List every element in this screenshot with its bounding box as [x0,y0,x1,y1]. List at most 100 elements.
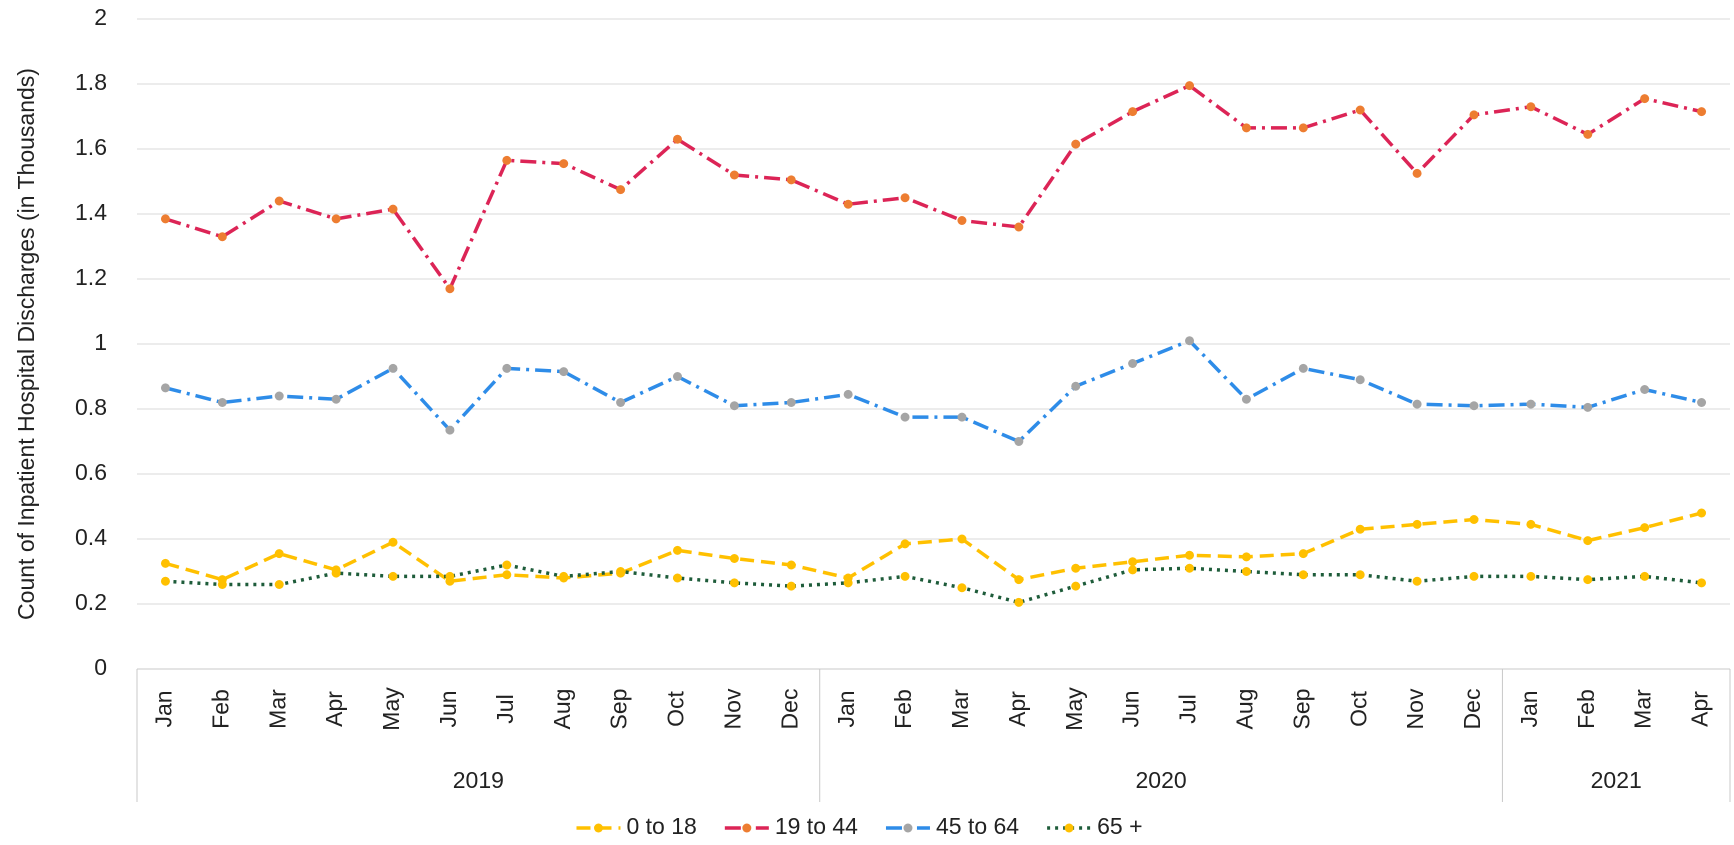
marker [1640,385,1650,394]
x-tick-label: Jun [435,690,461,727]
marker [616,567,626,576]
x-tick-label: Jun [1118,690,1144,727]
x-tick-label: Aug [1231,689,1257,730]
marker [388,363,398,373]
marker [843,389,853,399]
marker [1355,524,1365,534]
marker [1185,563,1195,573]
x-tick-label: Feb [890,689,916,729]
marker [1583,536,1593,546]
y-tick-label: 1.4 [75,199,107,225]
marker [1412,576,1422,586]
marker [388,537,398,547]
x-tick-label: Feb [1573,689,1599,729]
marker [1697,578,1707,588]
marker [1241,394,1251,404]
marker [274,391,284,401]
y-tick-label: 0.8 [75,394,107,420]
x-tick-label: May [378,687,404,731]
marker [616,185,626,195]
marker [1298,570,1308,580]
marker [672,372,682,381]
legend-label: 65 + [1097,813,1142,839]
marker [843,199,853,209]
marker [274,580,284,589]
marker [1355,105,1365,115]
marker [1185,81,1195,91]
marker [1298,549,1308,559]
marker [1355,570,1365,580]
marker [160,383,170,393]
y-tick-label: 0.2 [75,589,107,615]
marker [900,193,910,203]
marker [1412,399,1422,409]
series-line [164,511,1702,583]
marker [1185,550,1195,560]
marker [1526,571,1536,581]
marker [1583,129,1593,139]
marker [786,560,796,570]
marker [331,568,341,578]
marker [388,571,398,581]
x-tick-label: Sep [1288,689,1314,730]
x-tick-label: Sep [606,689,632,730]
legend-label: 19 to 44 [775,813,858,839]
x-tick-label: Nov [719,688,745,729]
marker [1412,168,1422,178]
legend-marker [903,823,913,833]
x-tick-label: Jul [1175,694,1201,723]
marker [1128,107,1138,117]
y-tick-label: 1.2 [75,264,107,290]
series-line [164,83,1702,291]
x-tick-label: Mar [947,689,973,729]
x-tick-label: Jan [833,690,859,727]
marker [1469,110,1479,120]
x-tick-label: Apr [321,691,347,727]
marker [331,394,341,404]
marker [1640,523,1650,533]
marker [1241,123,1251,133]
marker [1128,565,1138,575]
marker [1583,402,1593,412]
marker [1128,359,1138,368]
marker [1469,515,1479,524]
marker [1640,571,1650,581]
group-label: 2019 [453,767,504,793]
marker [729,401,739,411]
y-tick-label: 0.4 [75,524,107,550]
marker [1014,575,1024,585]
marker [1640,94,1650,104]
marker [1526,102,1536,112]
series-line [165,339,1702,444]
marker [616,398,626,407]
legend-label: 0 to 18 [626,813,696,839]
marker [502,155,512,165]
marker [1071,381,1081,391]
marker [445,571,455,581]
marker [1697,107,1707,117]
marker [957,216,967,225]
marker [1298,363,1308,373]
x-tick-label: Mar [264,689,290,729]
marker [900,571,910,581]
x-tick-label: Oct [663,691,689,727]
marker [217,580,227,589]
marker [445,425,455,435]
marker [900,412,910,422]
marker [1241,567,1251,576]
marker [1071,563,1081,573]
y-axis-label: Count of Inpatient Hospital Discharges (… [13,68,39,620]
legend-marker [1064,823,1074,833]
legend-label: 45 to 64 [936,813,1019,839]
marker [160,214,170,224]
y-tick-label: 1.8 [75,69,107,95]
marker [388,204,398,214]
x-tick-label: Jul [492,694,518,723]
marker [900,539,910,549]
marker [1298,123,1308,133]
marker [502,560,512,570]
marker [729,170,739,180]
marker [1355,375,1365,385]
marker [445,284,455,294]
x-tick-label: Apr [1687,691,1713,727]
